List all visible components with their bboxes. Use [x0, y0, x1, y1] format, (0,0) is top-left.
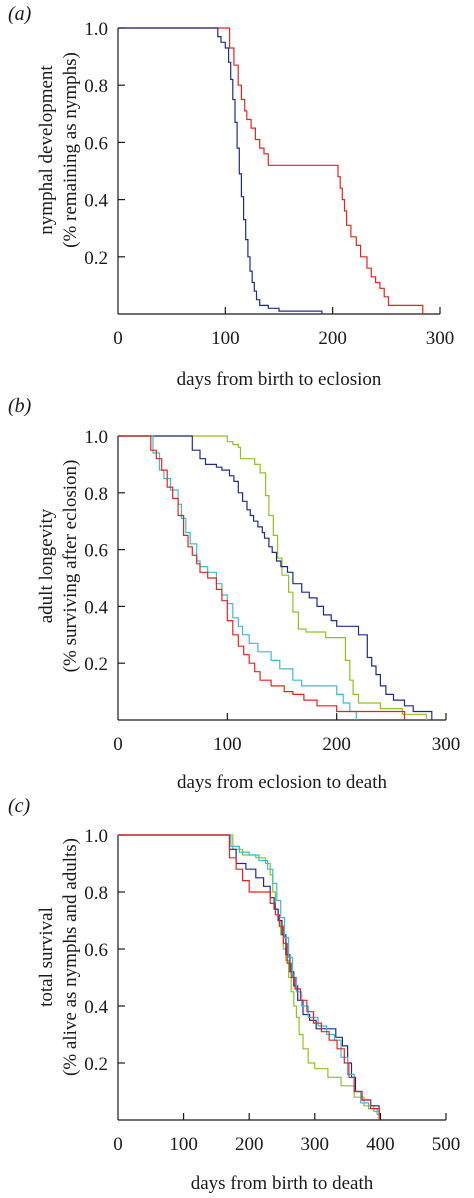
y-axis-subtitle: (% alive as nymphs and adults) [60, 838, 81, 1076]
y-tick-label: 0.6 [84, 541, 108, 562]
x-tick-label: 200 [322, 734, 351, 755]
series-line-blue [118, 435, 433, 720]
series-line-green [118, 834, 380, 1120]
series-line-red [118, 435, 406, 720]
y-tick-label: 1.0 [84, 826, 108, 847]
x-axis-title: days from eclosion to death [177, 772, 388, 793]
y-tick-label: 0.6 [84, 133, 108, 154]
y-tick-label: 0.4 [84, 597, 108, 618]
panel-label: (a) [8, 3, 32, 25]
y-axis-subtitle: (% remaining as nymphs) [60, 52, 81, 248]
series-line-green [118, 435, 427, 720]
y-tick-label: 0.8 [84, 484, 108, 505]
panel-a-nymphal-development: (a) 0.2 0.4 0.6 0.8 1.0 0 100 200 300 days from bi… [8, 3, 454, 390]
y-tick-label: 0.2 [84, 654, 108, 675]
y-tick-label: 1.0 [84, 427, 108, 448]
x-tick-label: 200 [318, 328, 347, 349]
x-tick-label: 0 [113, 328, 123, 349]
series-line-red [118, 27, 424, 314]
y-tick-label: 0.8 [84, 883, 108, 904]
panel-label: (b) [8, 395, 32, 417]
x-tick-label: 300 [432, 734, 461, 755]
y-tick-label: 0.2 [84, 1054, 108, 1075]
y-axis-title: adult longevity [36, 508, 57, 623]
y-axis-title: total survival [36, 907, 57, 1007]
y-tick-label: 1.0 [84, 19, 108, 40]
panel-b-adult-longevity: (b) 0.2 0.4 0.6 0.8 1.0 0 100 200 300 days from ec… [8, 395, 460, 793]
x-tick-label: 500 [432, 1134, 461, 1155]
y-tick-label: 0.4 [84, 191, 108, 212]
x-axis-title: days from birth to death [191, 1173, 374, 1194]
x-tick-label: 300 [426, 328, 455, 349]
series-line-blue [118, 834, 380, 1120]
x-tick-label: 0 [113, 734, 123, 755]
x-axis-title: days from birth to eclosion [177, 369, 382, 390]
series-line-cyan [118, 435, 357, 720]
x-tick-label: 300 [301, 1134, 330, 1155]
panel-label: (c) [8, 795, 31, 817]
y-tick-label: 0.2 [84, 248, 108, 269]
y-axis-subtitle: (% surviving after eclosion) [60, 460, 81, 673]
x-tick-label: 100 [211, 328, 240, 349]
x-tick-label: 100 [213, 734, 242, 755]
panel-c-total-survival: (c) 0.2 0.4 0.6 0.8 1.0 0 100 200 300 400 500 days f… [8, 795, 460, 1194]
y-tick-label: 0.6 [84, 940, 108, 961]
x-tick-label: 0 [113, 1134, 123, 1155]
y-axis-title: nymphal development [36, 65, 57, 235]
x-tick-label: 200 [235, 1134, 264, 1155]
x-tick-label: 100 [169, 1134, 198, 1155]
series-line-red [118, 834, 380, 1120]
x-tick-label: 400 [366, 1134, 395, 1155]
y-tick-label: 0.8 [84, 76, 108, 97]
y-tick-label: 0.4 [84, 997, 108, 1018]
series-line-blue [118, 27, 323, 314]
